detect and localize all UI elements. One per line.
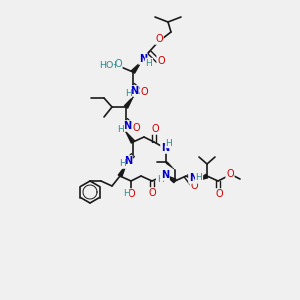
Text: H: H bbox=[196, 173, 202, 182]
Polygon shape bbox=[124, 97, 133, 108]
Text: N: N bbox=[124, 156, 132, 166]
Polygon shape bbox=[131, 62, 141, 73]
Text: O: O bbox=[119, 158, 127, 168]
Text: N: N bbox=[189, 173, 197, 183]
Text: O: O bbox=[140, 87, 148, 97]
Text: H: H bbox=[146, 58, 152, 68]
Text: O: O bbox=[132, 123, 140, 133]
Text: O: O bbox=[148, 188, 156, 198]
Polygon shape bbox=[165, 175, 176, 183]
Polygon shape bbox=[118, 165, 126, 177]
Text: N: N bbox=[139, 54, 147, 64]
Text: H: H bbox=[123, 190, 129, 199]
Text: N: N bbox=[161, 143, 169, 153]
Polygon shape bbox=[126, 132, 135, 143]
Text: H: H bbox=[166, 139, 172, 148]
Text: H: H bbox=[157, 175, 164, 184]
Text: O: O bbox=[226, 169, 234, 179]
Text: O: O bbox=[151, 124, 159, 134]
Text: O: O bbox=[127, 189, 135, 199]
Text: O: O bbox=[190, 181, 198, 191]
Text: O: O bbox=[114, 59, 122, 69]
Text: H: H bbox=[118, 124, 124, 134]
Text: O: O bbox=[215, 189, 223, 199]
Text: O: O bbox=[155, 34, 163, 44]
Text: H: H bbox=[124, 88, 131, 98]
Text: N: N bbox=[123, 121, 131, 131]
Text: H: H bbox=[118, 158, 125, 167]
Text: HO: HO bbox=[99, 61, 113, 70]
Text: N: N bbox=[161, 170, 169, 180]
Text: H: H bbox=[109, 61, 116, 70]
Text: N: N bbox=[130, 86, 138, 96]
Text: O: O bbox=[157, 56, 165, 66]
Polygon shape bbox=[196, 174, 208, 181]
